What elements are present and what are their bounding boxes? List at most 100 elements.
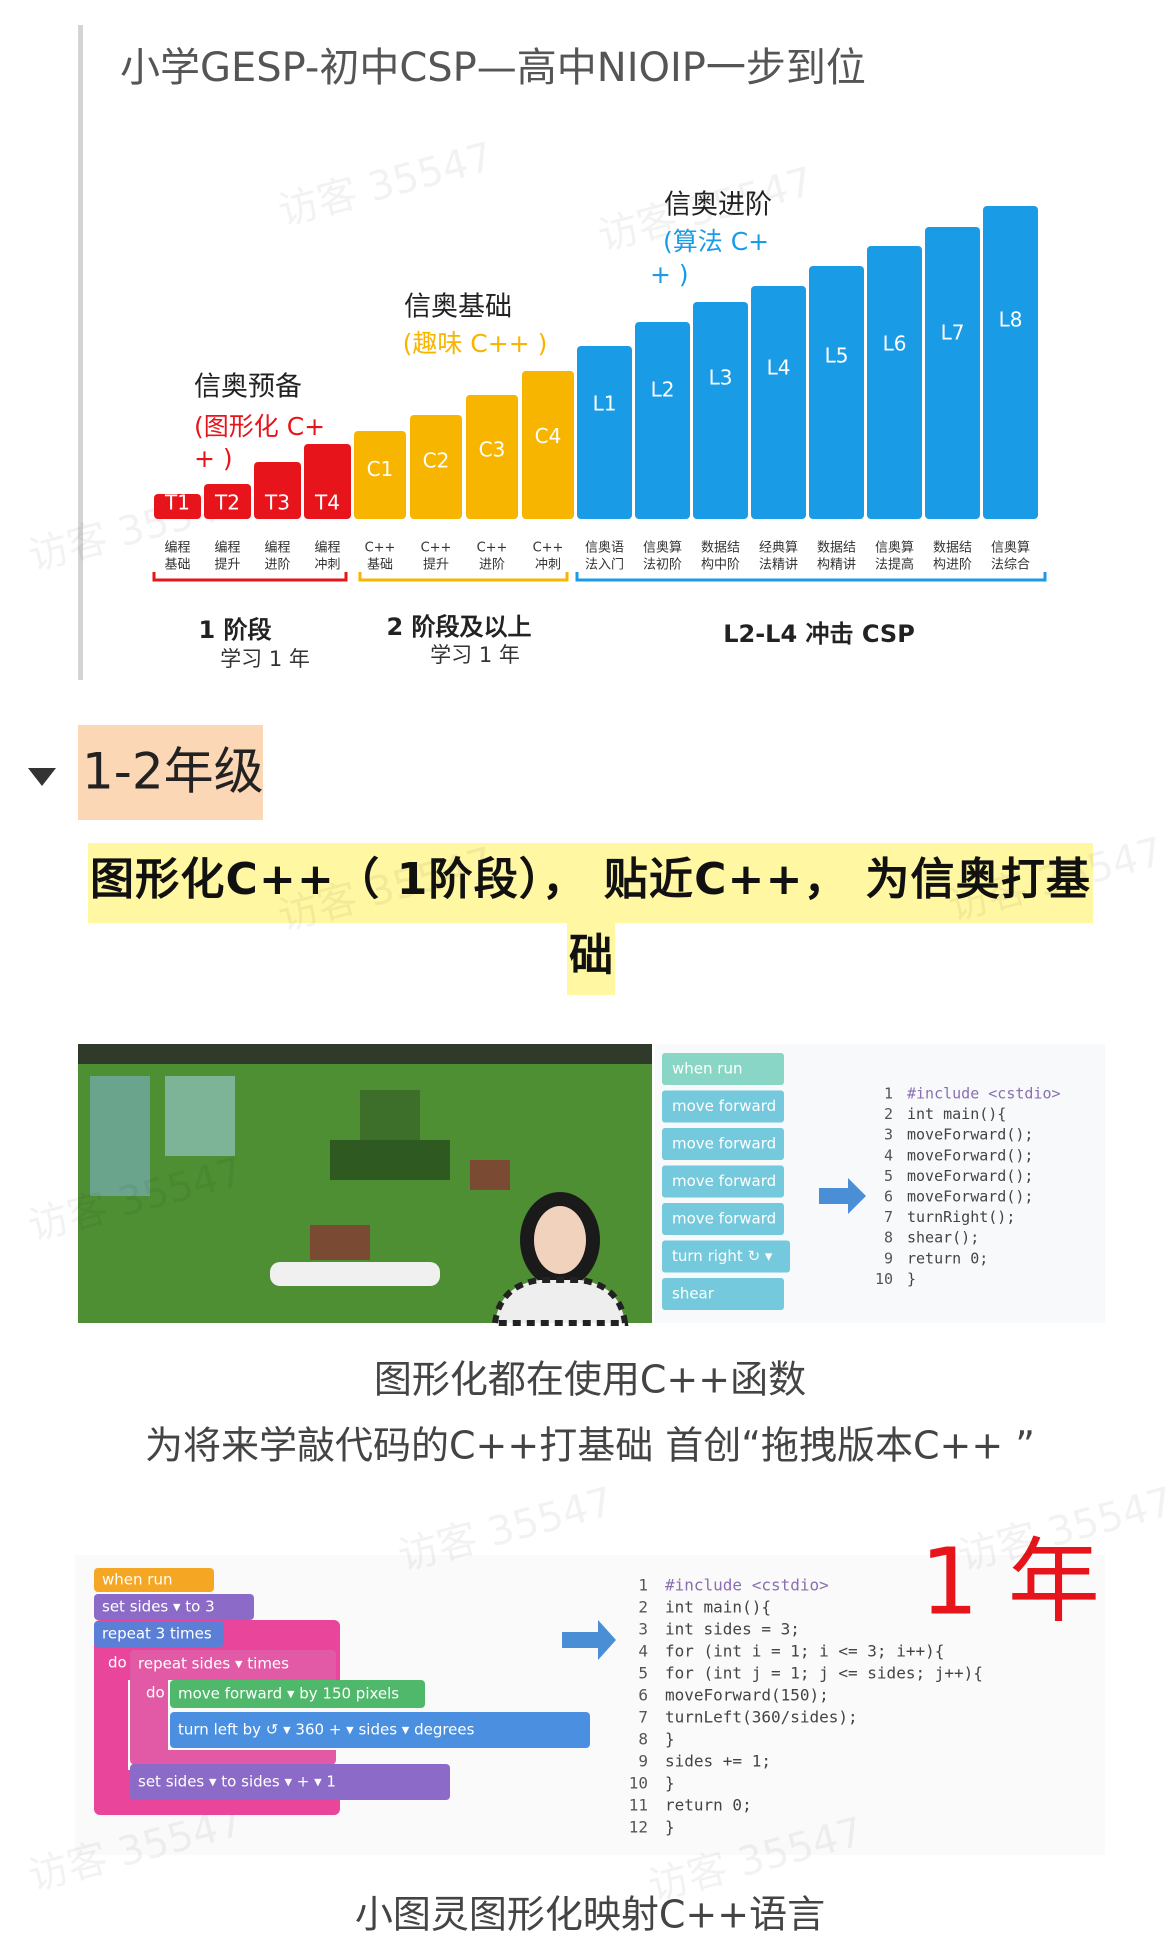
code-block-label: repeat 3 times bbox=[102, 1625, 212, 1643]
group-title: 信奥基础 bbox=[404, 292, 512, 323]
step-bar bbox=[693, 302, 748, 519]
code-line: #include <cstdio> bbox=[907, 1085, 1061, 1103]
step-bar bbox=[354, 431, 406, 519]
step-label: L6 bbox=[883, 332, 907, 356]
code-block-label: repeat sides ▾ times bbox=[138, 1655, 289, 1673]
caption: 为将来学敲代码的C++打基础 首创“拖拽版本C++ ” bbox=[145, 1424, 1035, 1468]
step-bar bbox=[925, 227, 980, 519]
step-desc: 信奥算 bbox=[643, 541, 682, 556]
line-number: 8 bbox=[638, 1730, 648, 1749]
step-bar bbox=[154, 494, 201, 519]
line-number: 9 bbox=[638, 1752, 648, 1771]
step-bar bbox=[254, 462, 301, 519]
code-block-label: set sides ▾ to sides ▾ + ▾ 1 bbox=[138, 1773, 336, 1791]
code-block bbox=[662, 1203, 784, 1235]
step-label: T3 bbox=[264, 491, 290, 515]
step-desc: 数据结 bbox=[817, 541, 856, 556]
code-block-label: set sides ▾ to 3 bbox=[102, 1598, 215, 1616]
step-desc: 基础 bbox=[164, 558, 190, 573]
group-subtitle: (趣味 C++ ) bbox=[403, 329, 548, 358]
code-line: sides += 1; bbox=[665, 1752, 771, 1771]
code-line: moveForward(150); bbox=[665, 1686, 829, 1705]
group-subtitle: + ) bbox=[650, 260, 689, 289]
code-block-label: shear bbox=[672, 1285, 715, 1303]
game-tile bbox=[310, 1225, 370, 1260]
highlight-bg bbox=[567, 923, 615, 995]
code-line: } bbox=[907, 1270, 916, 1288]
line-number: 10 bbox=[629, 1774, 648, 1793]
step-desc: 提升 bbox=[214, 557, 240, 573]
watermark: 访客 35547 bbox=[274, 134, 498, 235]
line-number: 8 bbox=[884, 1229, 893, 1247]
step-desc: 信奥算 bbox=[875, 541, 914, 556]
game-topbar bbox=[78, 1044, 652, 1064]
line-number: 11 bbox=[629, 1796, 648, 1815]
step-desc: 编程 bbox=[314, 541, 340, 556]
code-block-label: move forward bbox=[672, 1097, 776, 1115]
code-block bbox=[662, 1053, 784, 1085]
caption: 图形化都在使用C++函数 bbox=[374, 1358, 806, 1402]
game-tile bbox=[330, 1140, 450, 1180]
step-desc: 经典算 bbox=[759, 541, 798, 556]
arrow bbox=[819, 1178, 866, 1214]
step-bar bbox=[809, 266, 864, 519]
step-desc: 编程 bbox=[164, 541, 190, 556]
step-label: L7 bbox=[941, 320, 965, 344]
group-subtitle: (算法 C+ bbox=[663, 227, 769, 256]
line-number: 2 bbox=[884, 1105, 893, 1123]
step-bar bbox=[751, 286, 806, 519]
step-label: L3 bbox=[709, 365, 733, 389]
collapse-toggle[interactable] bbox=[28, 768, 56, 786]
line-number: 2 bbox=[638, 1598, 648, 1617]
stage-bracket bbox=[152, 572, 348, 582]
code-block bbox=[170, 1712, 590, 1748]
code-block bbox=[130, 1650, 336, 1678]
step-label: L8 bbox=[999, 308, 1023, 332]
line-number: 5 bbox=[638, 1664, 648, 1683]
heading-bg bbox=[78, 725, 263, 820]
code-line: shear(); bbox=[907, 1229, 979, 1247]
line-number: 7 bbox=[884, 1208, 893, 1226]
step-label: T1 bbox=[164, 491, 190, 515]
step-desc: 法初阶 bbox=[643, 558, 682, 573]
step-bar bbox=[983, 206, 1038, 519]
step-desc: 编程 bbox=[264, 541, 290, 556]
code-line: int main(){ bbox=[907, 1105, 1006, 1123]
step-desc: 信奥语 bbox=[585, 541, 624, 556]
step-desc: 提升 bbox=[423, 557, 449, 573]
code-block-label: do bbox=[146, 1684, 165, 1702]
step-desc: C++ bbox=[421, 541, 452, 556]
step-bar bbox=[635, 322, 690, 519]
code-block-label: move forward bbox=[672, 1210, 776, 1228]
line-number: 3 bbox=[638, 1620, 648, 1639]
game-panel bbox=[90, 1076, 150, 1196]
game-panel bbox=[165, 1076, 235, 1156]
step-desc: 冲刺 bbox=[535, 558, 561, 573]
stage-bracket bbox=[358, 572, 569, 582]
game-dialog bbox=[270, 1262, 440, 1286]
line-number: 4 bbox=[884, 1146, 893, 1164]
group-subtitle: + ) bbox=[194, 444, 233, 473]
code-line: for (int j = 1; j <= sides; j++){ bbox=[665, 1664, 983, 1683]
highlight-text: 图形化C++（ 1阶段）， 贴近C++， 为信奥打基 bbox=[90, 854, 1090, 905]
code-line: return 0; bbox=[665, 1796, 752, 1815]
presenter-body bbox=[491, 1277, 629, 1326]
code-block bbox=[662, 1165, 784, 1198]
code-block-label: move forward bbox=[672, 1135, 776, 1153]
group-title: 信奥预备 bbox=[194, 372, 302, 403]
code-block bbox=[94, 1594, 254, 1620]
step-desc: 法综合 bbox=[991, 558, 1030, 573]
line-number: 10 bbox=[875, 1270, 893, 1288]
line-number: 3 bbox=[884, 1126, 893, 1144]
code-line: } bbox=[665, 1774, 675, 1793]
step-desc: C++ bbox=[533, 541, 564, 556]
step-label: L4 bbox=[767, 356, 791, 380]
stage-bracket bbox=[575, 572, 1047, 582]
step-bar bbox=[867, 246, 922, 519]
highlight-text: 础 bbox=[569, 930, 613, 981]
code-block-label: turn right ↻ ▾ bbox=[672, 1247, 773, 1265]
game-tile bbox=[470, 1160, 510, 1190]
code-block bbox=[662, 1090, 784, 1123]
step-label: C1 bbox=[367, 457, 394, 481]
